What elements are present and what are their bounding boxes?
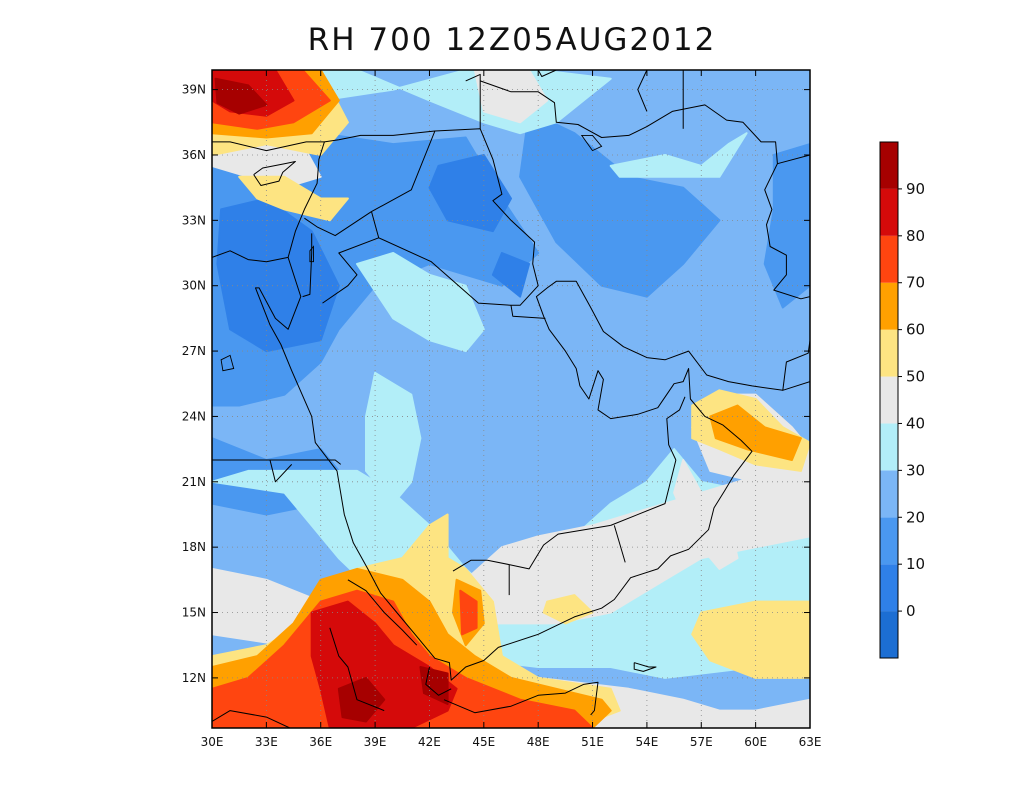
rh-region-40-50-18: [673, 459, 739, 570]
boundary-line-10: [269, 459, 293, 483]
colorbar-label: 30: [906, 461, 925, 479]
rh-shading-layer: [212, 70, 810, 728]
boundary-line-5: [304, 211, 372, 237]
colorbar-swatch: [880, 376, 898, 424]
colorbar-label: 50: [906, 368, 925, 386]
y-tick-label: 33N: [182, 213, 206, 227]
colorbar-swatch: [880, 517, 898, 565]
colorbar-swatch: [880, 611, 898, 658]
rh-region-50-60-24: [542, 594, 594, 625]
boundary-line-4: [324, 130, 435, 143]
boundary-line-12: [666, 396, 686, 461]
colorbar-label: 90: [906, 180, 925, 198]
x-tick-label: 30E: [201, 735, 224, 749]
colorbar-swatch: [880, 470, 898, 518]
boundary-line-9: [212, 459, 342, 465]
boundary-line-8: [465, 73, 481, 129]
x-tick-label: 39E: [364, 735, 387, 749]
colorbar-label: 80: [906, 227, 925, 245]
x-tick-label: 63E: [799, 735, 822, 749]
colorbar-swatch: [880, 282, 898, 330]
boundary-line-6: [302, 233, 313, 298]
x-tick-label: 45E: [472, 735, 495, 749]
y-tick-label: 24N: [182, 409, 206, 423]
x-tick-label: 33E: [255, 735, 278, 749]
colorbar-swatch: [880, 329, 898, 377]
boundary-line-24: [212, 710, 291, 728]
y-tick-label: 30N: [182, 279, 206, 293]
boundary-line-7: [322, 237, 379, 304]
boundary-line-25: [633, 662, 657, 672]
colorbar-swatch: [880, 423, 898, 471]
rh-region-50-60-22: [238, 175, 349, 222]
colorbar-swatch: [880, 142, 898, 189]
x-tick-label: 48E: [527, 735, 550, 749]
boundary-line-18: [329, 627, 385, 712]
colorbar-swatch: [880, 188, 898, 236]
rh-region-30-40-10: [365, 371, 422, 505]
boundary-line-19: [425, 666, 452, 696]
lake-outline-1: [309, 245, 314, 263]
colorbar-frame: [879, 141, 899, 659]
country-boundaries-layer: [212, 70, 810, 728]
boundary-line-11: [510, 305, 546, 319]
boundary-line-23: [777, 154, 810, 165]
y-tick-label: 12N: [182, 671, 206, 685]
map-title: RH 700 12Z05AUG2012: [307, 22, 717, 58]
colorbar-legend: 0 10 20 30 40 50 60 70 80 90: [879, 141, 925, 659]
boundary-line-2: [782, 340, 810, 391]
boundary-line-21: [480, 80, 810, 300]
x-tick-label: 54E: [635, 735, 658, 749]
rh-region-10-20-4: [763, 143, 810, 309]
colorbar-swatch: [880, 564, 898, 612]
rh-region-90-100-36: [214, 77, 268, 115]
boundary-line-3: [371, 128, 539, 306]
boundary-line-27: [537, 70, 557, 77]
colorbar-label: 60: [906, 321, 925, 339]
latitude-axis: 39N 36N 33N 30N 27N 24N 21N 18N 15N 12N: [182, 83, 810, 685]
longitude-axis: 30E 33E 36E 39E 42E 45E 48E 51E 54E 57E 60E 63E: [201, 70, 822, 749]
colorbar-label: 10: [906, 555, 925, 573]
boundary-line-14: [613, 525, 626, 563]
colorbar-label: 20: [906, 508, 925, 526]
rh-region-10-20-3: [519, 110, 721, 298]
y-tick-label: 21N: [182, 475, 206, 489]
x-tick-label: 36E: [309, 735, 332, 749]
rh-region-40-50-16: [473, 70, 549, 124]
boundary-line-28: [637, 70, 648, 112]
y-tick-label: 15N: [182, 606, 206, 620]
lake-outline-0: [220, 354, 235, 372]
rh-region-0-10-7: [491, 252, 531, 298]
boundary-line-1: [255, 257, 783, 681]
y-tick-label: 27N: [182, 344, 206, 358]
boundary-line-17: [347, 579, 418, 646]
x-tick-label: 57E: [690, 735, 713, 749]
map-frame: [211, 69, 811, 729]
boundary-line-26: [253, 161, 296, 186]
colorbar-label: 0: [906, 602, 916, 620]
x-tick-label: 51E: [581, 735, 604, 749]
y-tick-label: 36N: [182, 148, 206, 162]
y-tick-label: 39N: [182, 83, 206, 97]
boundary-line-15: [452, 524, 611, 572]
colorbar-label: 70: [906, 274, 925, 292]
boundary-line-0: [212, 141, 325, 263]
rh-region-30-40-12: [609, 132, 748, 178]
boundary-line-20: [443, 681, 599, 716]
lake-outline-2: [580, 134, 603, 152]
boundary-line-13: [610, 459, 677, 526]
x-tick-label: 60E: [744, 735, 767, 749]
y-tick-label: 18N: [182, 540, 206, 554]
colorbar-label: 40: [906, 414, 925, 432]
rh-region-60-70-25: [709, 404, 802, 461]
rh-region-30-40-9: [356, 252, 485, 353]
x-tick-label: 42E: [418, 735, 441, 749]
rh-region-70-80-30: [459, 589, 478, 636]
colorbar-swatch: [880, 235, 898, 283]
